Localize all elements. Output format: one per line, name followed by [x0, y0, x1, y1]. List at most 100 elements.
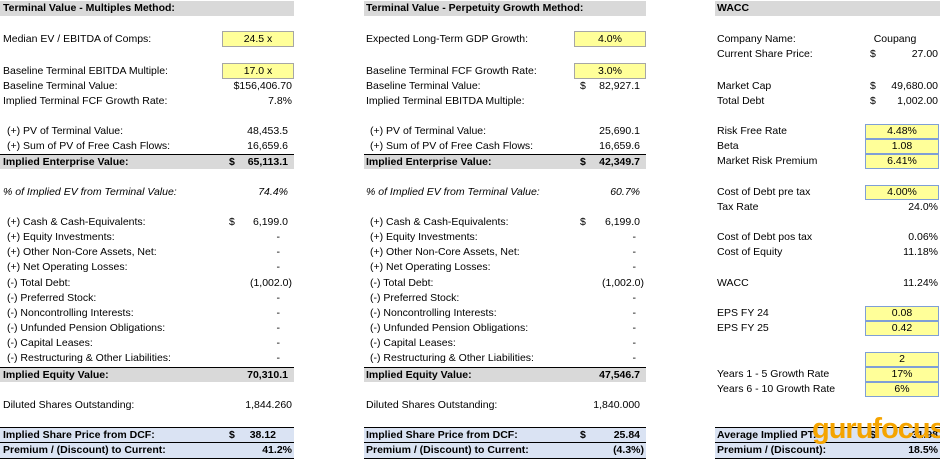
implied-multiple-label: Implied Terminal EBITDA Multiple:: [366, 95, 525, 107]
leases-value: -: [276, 337, 281, 349]
wacc-label: WACC: [717, 277, 749, 289]
cod-pre-input[interactable]: 4.00%: [865, 185, 939, 200]
current-price-row: Current Share Price: $ 27.00: [715, 47, 940, 62]
p-cash-row: (+) Cash & Cash-Equivalents: $ 6,199.0: [364, 215, 646, 230]
baseline-multiple-input[interactable]: 17.0 x: [222, 63, 294, 79]
p-leases-value: -: [632, 337, 637, 349]
wacc-debt-value: 1,002.00: [897, 95, 938, 107]
current-price-label: Current Share Price:: [717, 48, 813, 60]
implied-growth-row: Implied Terminal FCF Growth Rate: 7.8%: [0, 94, 294, 109]
median-multiple-input[interactable]: 24.5 x: [222, 31, 294, 47]
p-nci-row: (-) Noncontrolling Interests: -: [364, 306, 646, 321]
cod-pre-label: Cost of Debt pre tax: [717, 186, 811, 198]
years-input[interactable]: 2: [865, 352, 939, 367]
p-baseline-tv-row: Baseline Terminal Value: $ 82,927.1: [364, 79, 646, 94]
shares-value: 1,844.260: [245, 399, 292, 411]
nol-row: (+) Net Operating Losses: -: [0, 260, 294, 275]
share-price-value: 38.12: [249, 429, 276, 441]
multiples-panel: Terminal Value - Multiples Method: Media…: [0, 0, 294, 459]
wacc-value: 11.24%: [903, 277, 938, 289]
equity-inv-row: (+) Equity Investments: -: [0, 230, 294, 245]
p-implied-equity-label: Implied Equity Value:: [366, 369, 472, 381]
p-implied-ev-value: 42,349.7: [599, 156, 640, 168]
p-implied-equity-row: Implied Equity Value: 47,546.7: [364, 367, 646, 382]
p-baseline-tv-value: 82,927.1: [599, 80, 640, 92]
p-premium-value: (4.3%): [613, 444, 644, 456]
risk-free-row: Risk Free Rate: [715, 124, 940, 139]
mrp-input[interactable]: 6.41%: [865, 154, 939, 169]
implied-equity-row: Implied Equity Value: 70,310.1: [0, 367, 294, 382]
tax-label: Tax Rate: [717, 201, 759, 213]
eps25-label: EPS FY 25: [717, 322, 769, 334]
gdp-growth-row: Expected Long-Term GDP Growth:: [364, 32, 646, 47]
p-sum-pv-label: (+) Sum of PV of Free Cash Flows:: [370, 140, 534, 152]
wacc-debt-label: Total Debt: [717, 95, 765, 107]
p-implied-ev-currency: $: [580, 156, 586, 168]
p-pct-ev-label: % of Implied EV from Terminal Value:: [366, 186, 540, 198]
growth1-input[interactable]: 17%: [865, 367, 939, 382]
risk-free-input[interactable]: 4.48%: [865, 124, 939, 139]
avg-pt-row: Average Implied PT: $ 31.98: [715, 427, 940, 443]
baseline-growth-label: Baseline Terminal FCF Growth Rate:: [366, 65, 537, 77]
tax-row: Tax Rate 24.0%: [715, 200, 940, 215]
watermark-text: gurufocus: [812, 413, 940, 445]
p-implied-equity-value: 47,546.7: [599, 369, 640, 381]
market-cap-label: Market Cap: [717, 80, 772, 92]
nci-row: (-) Noncontrolling Interests: -: [0, 306, 294, 321]
coe-value: 11.18%: [903, 246, 938, 258]
implied-ev-value: 65,113.1: [247, 156, 288, 168]
p-nol-value: -: [632, 261, 637, 273]
equity-inv-label: (+) Equity Investments:: [7, 231, 115, 243]
p-equity-inv-label: (+) Equity Investments:: [370, 231, 478, 243]
eps25-input[interactable]: 0.42: [865, 321, 939, 336]
implied-growth-label: Implied Terminal FCF Growth Rate:: [3, 95, 168, 107]
gurufocus-watermark: gurufocus: [812, 414, 940, 444]
p-leases-row: (-) Capital Leases: -: [364, 336, 646, 351]
p-other-assets-value: -: [632, 246, 637, 258]
p-nci-value: -: [632, 307, 637, 319]
median-multiple-label: Median EV / EBITDA of Comps:: [3, 33, 152, 45]
market-cap-value: 49,680.00: [891, 80, 938, 92]
total-debt-value: (1,002.0): [249, 277, 292, 289]
cod-post-value: 0.06%: [908, 231, 938, 243]
p-cash-value: 6,199.0: [604, 216, 640, 228]
share-price-label: Implied Share Price from DCF:: [3, 429, 155, 441]
p-shares-row: Diluted Shares Outstanding: 1,840.000: [364, 398, 646, 413]
p-pension-row: (-) Unfunded Pension Obligations: -: [364, 321, 646, 336]
growth2-input[interactable]: 6%: [865, 382, 939, 397]
p-cash-label: (+) Cash & Cash-Equivalents:: [370, 216, 509, 228]
p-share-price-row: Implied Share Price from DCF: $ 25.84: [364, 427, 646, 443]
p-baseline-tv-label: Baseline Terminal Value:: [366, 80, 481, 92]
avg-pt-currency: $: [870, 429, 876, 441]
gdp-growth-input[interactable]: 4.0%: [574, 31, 646, 47]
growth2-label: Years 6 - 10 Growth Rate: [717, 383, 836, 395]
company-label: Company Name:: [717, 33, 796, 45]
baseline-growth-input[interactable]: 3.0%: [574, 63, 646, 79]
implied-equity-label: Implied Equity Value:: [3, 369, 109, 381]
eps24-input[interactable]: 0.08: [865, 306, 939, 321]
current-price-value: 27.00: [911, 48, 938, 60]
total-debt-row: (-) Total Debt: (1,002.0): [0, 276, 294, 291]
perpetuity-panel: Terminal Value - Perpetuity Growth Metho…: [364, 0, 646, 459]
p-pct-ev-row: % of Implied EV from Terminal Value: 60.…: [364, 185, 646, 200]
beta-input[interactable]: 1.08: [865, 139, 939, 154]
perpetuity-header: Terminal Value - Perpetuity Growth Metho…: [366, 2, 584, 14]
preferred-label: (-) Preferred Stock:: [7, 292, 97, 304]
implied-ev-label: Implied Enterprise Value:: [3, 156, 129, 168]
p-nol-row: (+) Net Operating Losses: -: [364, 260, 646, 275]
pct-ev-row: % of Implied EV from Terminal Value: 74.…: [0, 185, 294, 200]
sum-pv-label: (+) Sum of PV of Free Cash Flows:: [7, 140, 171, 152]
p-preferred-row: (-) Preferred Stock: -: [364, 291, 646, 306]
p-shares-value: 1,840.000: [593, 399, 640, 411]
implied-ev-currency: $: [229, 156, 235, 168]
growth1-row: Years 1 - 5 Growth Rate: [715, 367, 940, 382]
cod-post-row: Cost of Debt pos tax 0.06%: [715, 230, 940, 245]
p-premium-row: Premium / (Discount) to Current: (4.3%): [364, 443, 646, 459]
wacc-premium-label: Premium / (Discount):: [717, 444, 827, 456]
baseline-growth-row: Baseline Terminal FCF Growth Rate:: [364, 64, 646, 79]
premium-label: Premium / (Discount) to Current:: [3, 444, 166, 456]
company-row: Company Name: Coupang: [715, 32, 940, 47]
p-total-debt-value: (1,002.0): [601, 277, 644, 289]
avg-pt-value: 31.98: [911, 429, 938, 441]
cash-value: 6,199.0: [252, 216, 288, 228]
